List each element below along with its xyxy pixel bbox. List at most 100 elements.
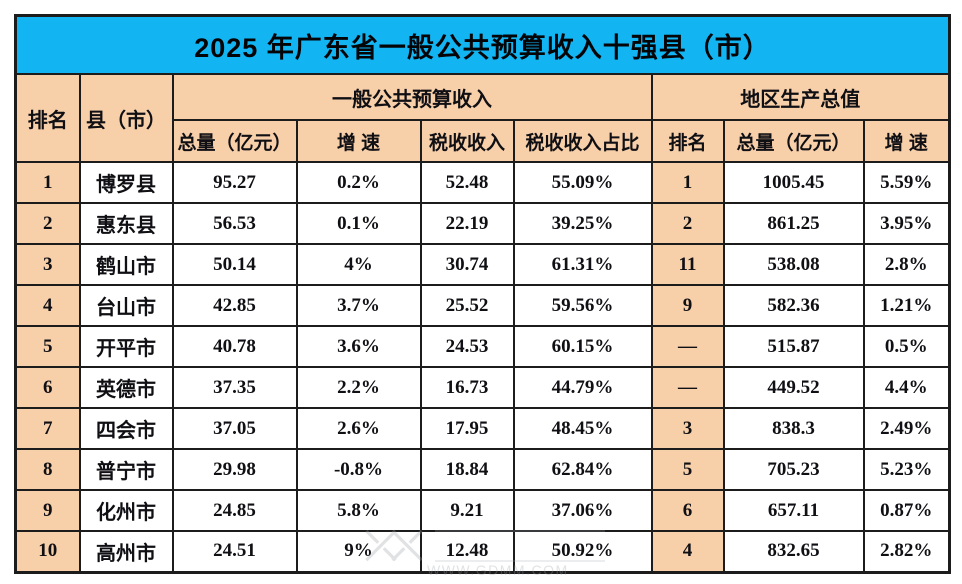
cell-revenue-growth: 0.1%	[295, 202, 422, 245]
column-header-revenue-total: 总量（亿元）	[171, 119, 298, 163]
cell-gdp-growth: 0.5%	[862, 325, 951, 368]
cell-tax-revenue: 16.73	[419, 366, 515, 409]
cell-rank: 8	[14, 448, 81, 491]
cell-gdp-rank: 6	[650, 489, 725, 532]
cell-revenue-growth: 2.6%	[295, 407, 422, 450]
header-group-row: 排名 县（市） 一般公共预算收入 地区生产总值	[14, 73, 951, 163]
cell-tax-share: 55.09%	[512, 161, 653, 204]
table-row: 5 开平市 40.78 3.6% 24.53 60.15% —515.87 0.5%	[14, 325, 951, 368]
cell-county: 博罗县	[78, 161, 174, 204]
cell-gdp-total: 538.08	[722, 243, 865, 286]
cell-revenue-total: 24.51	[171, 530, 298, 573]
cell-gdp-growth: 5.59%	[862, 161, 951, 204]
cell-gdp-growth: 0.87%	[862, 489, 951, 532]
table-body: 1 博罗县 95.27 0.2% 52.48 55.09% 1 1005.45 5.59% 2 惠东…	[14, 161, 951, 573]
cell-revenue-total: 37.35	[171, 366, 298, 409]
table-row: 2 惠东县 56.53 0.1% 22.19 39.25% 2 861.25 3.95%	[14, 202, 951, 245]
cell-tax-revenue: 9.21	[419, 489, 515, 532]
column-group-revenue: 一般公共预算收入	[171, 73, 653, 121]
cell-gdp-rank: 3	[650, 407, 725, 450]
cell-revenue-growth: 2.2%	[295, 366, 422, 409]
cell-tax-revenue: 52.48	[419, 161, 515, 204]
column-header-tax-revenue: 税收收入	[419, 119, 515, 163]
cell-gdp-rank: —	[650, 325, 725, 368]
cell-gdp-growth: 1.21%	[862, 284, 951, 327]
header-sub-row: 总量（亿元） 增 速 税收收入 税收收入占比 排名 总量（亿元） 增 速	[16, 119, 951, 163]
cell-tax-revenue: 25.52	[419, 284, 515, 327]
cell-tax-share: 60.15%	[512, 325, 653, 368]
cell-tax-share: 61.31%	[512, 243, 653, 286]
page-title: 2025 年广东省一般公共预算收入十强县（市）	[14, 14, 951, 75]
cell-gdp-growth: 2.8%	[862, 243, 951, 286]
cell-county: 普宁市	[78, 448, 174, 491]
cell-gdp-rank: 5	[650, 448, 725, 491]
cell-county: 台山市	[78, 284, 174, 327]
cell-rank: 7	[14, 407, 81, 450]
cell-rank: 2	[14, 202, 81, 245]
cell-gdp-rank: —	[650, 366, 725, 409]
cell-tax-revenue: 24.53	[419, 325, 515, 368]
cell-rank: 10	[14, 530, 81, 573]
cell-revenue-growth: -0.8%	[295, 448, 422, 491]
cell-gdp-growth: 5.23%	[862, 448, 951, 491]
cell-revenue-total: 42.85	[171, 284, 298, 327]
cell-gdp-rank: 2	[650, 202, 725, 245]
cell-revenue-growth: 0.2%	[295, 161, 422, 204]
cell-revenue-growth: 3.7%	[295, 284, 422, 327]
table-row: 1 博罗县 95.27 0.2% 52.48 55.09% 1 1005.45 5.59%	[14, 161, 951, 204]
cell-gdp-rank: 9	[650, 284, 725, 327]
cell-gdp-rank: 1	[650, 161, 725, 204]
cell-gdp-growth: 2.82%	[862, 530, 951, 573]
cell-tax-revenue: 17.95	[419, 407, 515, 450]
table-row: 3 鹤山市 50.14 4% 30.74 61.31% 11 538.08 2.8%	[14, 243, 951, 286]
table-row: 8 普宁市 29.98 -0.8% 18.84 62.84% 5 705.23 5.23%	[14, 448, 951, 491]
cell-gdp-growth: 4.4%	[862, 366, 951, 409]
cell-revenue-total: 24.85	[171, 489, 298, 532]
column-header-gdp-growth: 增 速	[862, 119, 951, 163]
cell-tax-share: 37.06%	[512, 489, 653, 532]
cell-rank: 3	[14, 243, 81, 286]
title-row: 2025 年广东省一般公共预算收入十强县（市）	[14, 14, 951, 75]
column-header-gdp-total: 总量（亿元）	[722, 119, 865, 163]
cell-gdp-total: 582.36	[722, 284, 865, 327]
cell-tax-share: 50.92%	[512, 530, 653, 573]
column-header-rank: 排名	[14, 73, 81, 163]
cell-revenue-growth: 9%	[295, 530, 422, 573]
cell-revenue-total: 29.98	[171, 448, 298, 491]
cell-tax-revenue: 22.19	[419, 202, 515, 245]
cell-gdp-growth: 3.95%	[862, 202, 951, 245]
cell-rank: 4	[14, 284, 81, 327]
cell-revenue-total: 50.14	[171, 243, 298, 286]
column-header-gdp-rank: 排名	[650, 119, 725, 163]
cell-tax-share: 39.25%	[512, 202, 653, 245]
cell-rank: 5	[14, 325, 81, 368]
column-header-revenue-growth: 增 速	[295, 119, 422, 163]
table-row: 9 化州市 24.85 5.8% 9.21 37.06% 6 657.11 0.87%	[14, 489, 951, 532]
column-group-gdp: 地区生产总值	[650, 73, 951, 121]
cell-tax-share: 62.84%	[512, 448, 653, 491]
cell-tax-revenue: 18.84	[419, 448, 515, 491]
cell-revenue-total: 37.05	[171, 407, 298, 450]
table-row: 4 台山市 42.85 3.7% 25.52 59.56% 9 582.36 1.21%	[14, 284, 951, 327]
cell-gdp-growth: 2.49%	[862, 407, 951, 450]
table-row: 10 高州市 24.51 9% 12.48 50.92% 4 832.65 2.82%	[14, 530, 951, 573]
cell-county: 惠东县	[78, 202, 174, 245]
cell-revenue-growth: 4%	[295, 243, 422, 286]
cell-tax-revenue: 30.74	[419, 243, 515, 286]
cell-gdp-total: 657.11	[722, 489, 865, 532]
cell-gdp-total: 838.3	[722, 407, 865, 450]
table-row: 6 英德市 37.35 2.2% 16.73 44.79% —449.52 4.4%	[14, 366, 951, 409]
cell-gdp-total: 832.65	[722, 530, 865, 573]
cell-county: 鹤山市	[78, 243, 174, 286]
cell-county: 英德市	[78, 366, 174, 409]
cell-tax-share: 48.45%	[512, 407, 653, 450]
cell-rank: 9	[14, 489, 81, 532]
cell-revenue-total: 95.27	[171, 161, 298, 204]
cell-gdp-total: 515.87	[722, 325, 865, 368]
cell-gdp-rank: 11	[650, 243, 725, 286]
cell-county: 开平市	[78, 325, 174, 368]
cell-revenue-total: 40.78	[171, 325, 298, 368]
cell-gdp-total: 705.23	[722, 448, 865, 491]
cell-gdp-total: 449.52	[722, 366, 865, 409]
